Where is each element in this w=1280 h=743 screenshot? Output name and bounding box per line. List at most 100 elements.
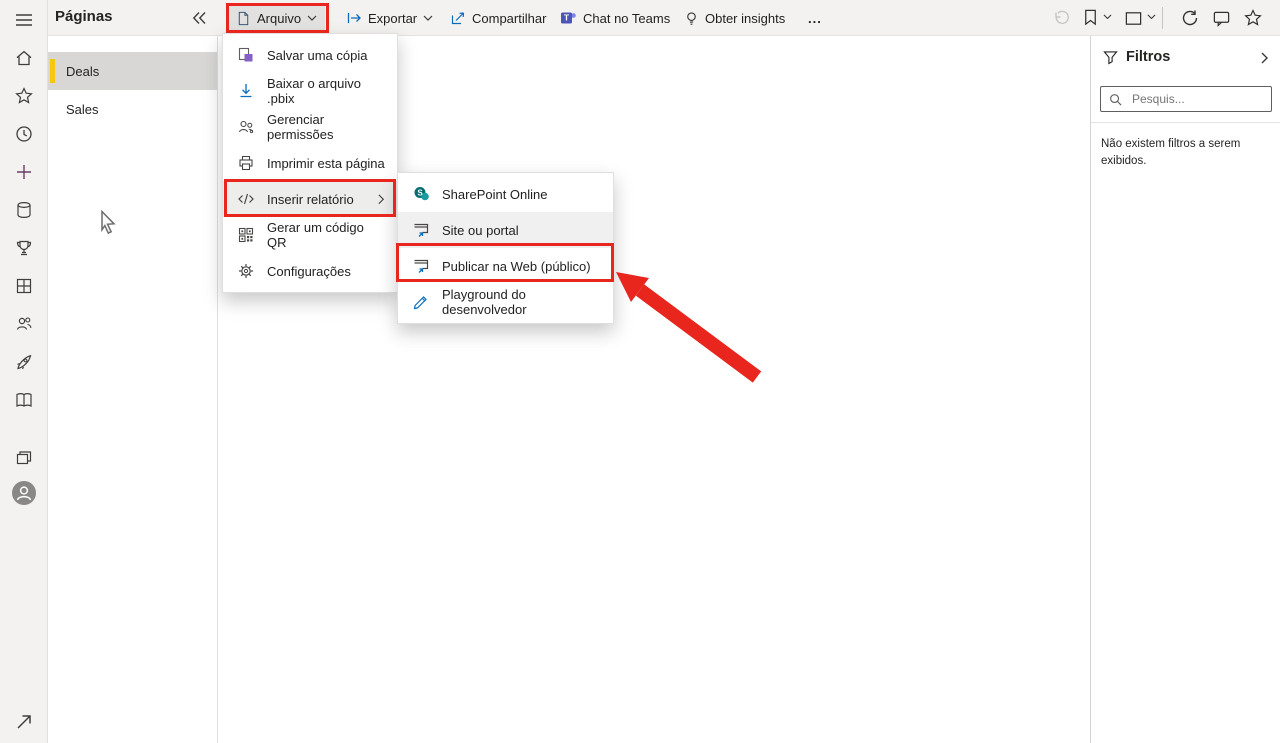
- export-button[interactable]: Exportar: [346, 0, 433, 36]
- share-button[interactable]: Compartilhar: [450, 0, 546, 36]
- submenu-item-label: SharePoint Online: [442, 186, 548, 202]
- qr-code-icon: [237, 226, 255, 244]
- menu-item-manage-permissions[interactable]: Gerenciar permissões: [223, 109, 397, 145]
- teams-button-label: Chat no Teams: [583, 10, 671, 26]
- annotation-box-embed-report: [224, 179, 396, 217]
- user-avatar[interactable]: [12, 481, 36, 505]
- search-icon: [1109, 93, 1122, 106]
- home-icon[interactable]: [14, 48, 34, 68]
- bookmarks-icon[interactable]: [1081, 8, 1100, 27]
- publish-web-icon: [412, 257, 430, 275]
- website-embed-icon: [412, 221, 430, 239]
- chevron-down-icon: [307, 15, 317, 21]
- favorites-star-icon[interactable]: [14, 86, 34, 106]
- file-button[interactable]: Arquivo: [236, 0, 317, 36]
- page-item-sales[interactable]: Sales: [48, 90, 217, 128]
- favorite-star-icon[interactable]: [1243, 8, 1263, 28]
- permissions-people-icon: [237, 118, 255, 136]
- submenu-item-label: Playground do desenvolvedor: [442, 287, 527, 317]
- filters-panel-title: Filtros: [1126, 49, 1171, 65]
- menu-item-label: Gerenciar permissões: [267, 112, 334, 142]
- datasets-icon[interactable]: [14, 200, 34, 220]
- goals-trophy-icon[interactable]: [14, 238, 34, 258]
- lightbulb-icon: [684, 11, 699, 26]
- printer-icon: [237, 154, 255, 172]
- page-item-deals[interactable]: Deals: [48, 52, 217, 90]
- learn-book-icon[interactable]: [14, 390, 34, 410]
- export-icon: [346, 10, 362, 26]
- share-button-label: Compartilhar: [472, 10, 547, 26]
- save-copy-icon: [237, 46, 255, 64]
- menu-item-embed-report[interactable]: Inserir relatório: [223, 181, 397, 217]
- filters-panel: Filtros Não existem filtros a serem exib…: [1090, 36, 1280, 743]
- teams-icon: T: [560, 10, 577, 26]
- menu-item-label: Gerar um código QR: [267, 220, 364, 250]
- svg-text:T: T: [564, 13, 570, 23]
- insights-button-label: Obter insights: [705, 10, 786, 26]
- toolbar-divider: [1162, 7, 1163, 29]
- file-button-label: Arquivo: [257, 10, 302, 26]
- deployment-rocket-icon[interactable]: [14, 352, 34, 372]
- embed-report-submenu: S SharePoint Online Site ou portal Publi…: [397, 172, 614, 324]
- pages-panel: Deals Sales: [48, 36, 218, 743]
- collapse-pages-icon[interactable]: [190, 9, 208, 27]
- menu-item-save-copy[interactable]: Salvar uma cópia: [223, 37, 397, 73]
- share-icon: [450, 10, 466, 26]
- filters-search-box[interactable]: [1100, 86, 1272, 112]
- left-nav-rail: [0, 0, 48, 743]
- refresh-icon[interactable]: [1180, 8, 1200, 28]
- submenu-item-dev-playground[interactable]: Playground do desenvolvedor: [398, 284, 613, 320]
- submenu-item-sharepoint[interactable]: S SharePoint Online: [398, 176, 613, 212]
- apps-grid-icon[interactable]: [14, 276, 34, 296]
- view-mode-icon[interactable]: [1124, 9, 1143, 28]
- ellipsis-icon: ...: [808, 10, 822, 26]
- svg-text:S: S: [417, 189, 423, 198]
- page-label: Sales: [66, 101, 99, 117]
- insights-button[interactable]: Obter insights: [684, 0, 785, 36]
- shared-people-icon[interactable]: [14, 314, 34, 334]
- workspaces-layers-icon[interactable]: [14, 448, 34, 468]
- file-menu: Salvar uma cópia Baixar o arquivo .pbix …: [222, 33, 398, 293]
- view-mode-chevron-icon[interactable]: [1147, 14, 1156, 20]
- menu-item-label: Baixar o arquivo .pbix: [267, 76, 361, 106]
- create-plus-icon[interactable]: [14, 162, 34, 182]
- pages-panel-title: Páginas: [55, 8, 113, 25]
- menu-item-qr-code[interactable]: Gerar um código QR: [223, 217, 397, 253]
- menu-item-print-page[interactable]: Imprimir esta página: [223, 145, 397, 181]
- more-options-button[interactable]: ...: [808, 0, 822, 36]
- download-icon: [237, 82, 255, 100]
- playground-pen-icon: [412, 293, 430, 311]
- code-brackets-icon: [237, 190, 255, 208]
- menu-item-settings[interactable]: Configurações: [223, 253, 397, 289]
- export-button-label: Exportar: [368, 10, 418, 26]
- teams-chat-button[interactable]: T Chat no Teams: [560, 0, 670, 36]
- bookmarks-chevron-icon[interactable]: [1103, 14, 1112, 20]
- undo-icon: [1052, 8, 1072, 28]
- sharepoint-icon: S: [412, 185, 430, 203]
- menu-item-label: Salvar uma cópia: [267, 47, 368, 63]
- gear-icon: [237, 262, 255, 280]
- submenu-item-publish-to-web[interactable]: Publicar na Web (público): [398, 248, 613, 284]
- menu-item-label: Configurações: [267, 263, 351, 279]
- submenu-item-label: Publicar na Web (público): [442, 258, 591, 274]
- annotation-box-file: [226, 3, 329, 33]
- submenu-item-site-portal[interactable]: Site ou portal: [398, 212, 613, 248]
- submenu-item-label: Site ou portal: [442, 222, 519, 238]
- chevron-down-icon: [423, 15, 433, 21]
- filters-divider: [1091, 122, 1280, 123]
- menu-item-label: Imprimir esta página: [267, 155, 385, 171]
- submenu-chevron-right-icon: [378, 194, 385, 205]
- funnel-icon: [1103, 50, 1118, 65]
- collapse-filters-chevron-icon[interactable]: [1261, 52, 1269, 64]
- menu-item-label: Inserir relatório: [267, 191, 354, 207]
- file-doc-icon: [236, 11, 251, 26]
- comments-icon[interactable]: [1212, 9, 1231, 28]
- recent-clock-icon[interactable]: [14, 124, 34, 144]
- open-external-arrow-icon[interactable]: [14, 712, 34, 732]
- search-input[interactable]: [1130, 91, 1250, 107]
- hamburger-menu-icon[interactable]: [14, 10, 34, 30]
- selected-page-accent: [50, 59, 55, 83]
- page-label: Deals: [66, 63, 100, 79]
- menu-item-download-pbix[interactable]: Baixar o arquivo .pbix: [223, 73, 397, 109]
